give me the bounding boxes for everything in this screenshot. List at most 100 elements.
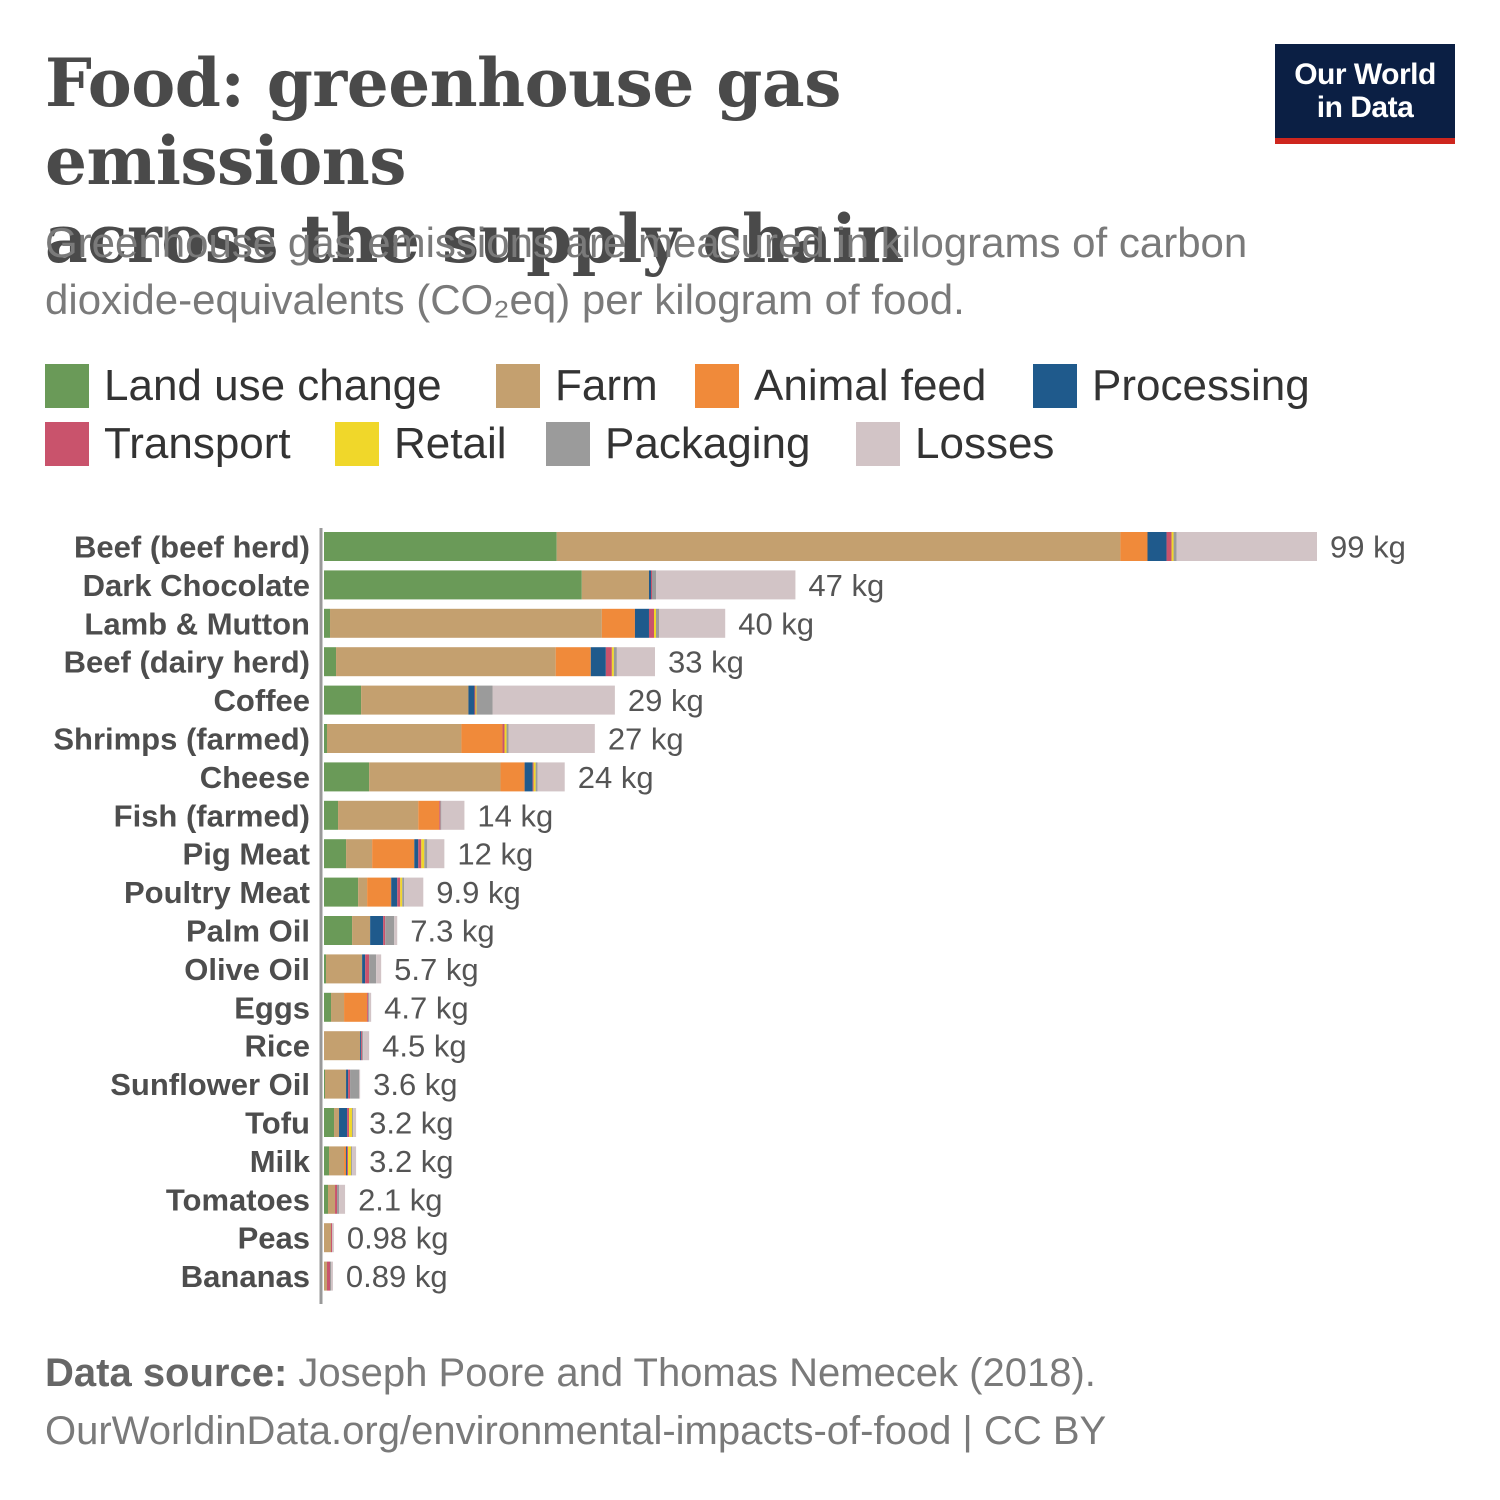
- bar-segment[interactable]: [556, 532, 1121, 561]
- bar-segment[interactable]: [372, 839, 415, 869]
- bar-segment[interactable]: [331, 992, 345, 1022]
- bar-segment[interactable]: [504, 724, 507, 753]
- bar-segment[interactable]: [427, 839, 445, 869]
- bar-segment[interactable]: [363, 1031, 370, 1061]
- bar-segment[interactable]: [475, 685, 477, 715]
- bar-segment[interactable]: [404, 877, 424, 907]
- bar-segment[interactable]: [324, 1069, 326, 1099]
- bar-segment[interactable]: [346, 1146, 348, 1176]
- bar-segment[interactable]: [368, 992, 370, 1022]
- bar-segment[interactable]: [370, 916, 384, 945]
- bar-segment[interactable]: [352, 916, 371, 945]
- bar-row[interactable]: Palm Oil 7.3 kg: [186, 914, 495, 949]
- bar-segment[interactable]: [358, 877, 368, 907]
- bar-row[interactable]: Milk 3.2 kg: [250, 1144, 454, 1179]
- bar-segment[interactable]: [367, 877, 392, 907]
- bar-segment[interactable]: [506, 724, 509, 753]
- bar-segment[interactable]: [324, 570, 582, 600]
- bar-segment[interactable]: [324, 1146, 330, 1176]
- bar-row[interactable]: Shrimps (farmed) 27 kg: [53, 722, 683, 757]
- bar-segment[interactable]: [367, 992, 369, 1022]
- bar-segment[interactable]: [365, 954, 370, 984]
- bar-segment[interactable]: [334, 1108, 340, 1137]
- bar-segment[interactable]: [327, 724, 462, 753]
- legend-item-packaging[interactable]: Packaging: [546, 419, 810, 468]
- legend-item-farm[interactable]: Farm: [496, 361, 658, 410]
- bar-segment[interactable]: [353, 1108, 357, 1137]
- source-url[interactable]: OurWorldinData.org/environmental-impacts…: [45, 1409, 1107, 1453]
- bar-segment[interactable]: [441, 800, 465, 830]
- bar-segment[interactable]: [391, 877, 398, 907]
- bar-segment[interactable]: [650, 570, 652, 600]
- legend-item-processing[interactable]: Processing: [1033, 361, 1310, 410]
- bar-segment[interactable]: [369, 954, 377, 984]
- bar-segment[interactable]: [330, 608, 602, 638]
- bar-segment[interactable]: [590, 647, 606, 677]
- bar-segment[interactable]: [350, 1069, 360, 1099]
- bar-segment[interactable]: [369, 992, 372, 1022]
- bar-segment[interactable]: [656, 570, 796, 600]
- bar-segment[interactable]: [461, 724, 503, 753]
- owid-logo[interactable]: Our World in Data: [1275, 44, 1455, 144]
- bar-segment[interactable]: [394, 916, 398, 945]
- bar-segment[interactable]: [508, 724, 595, 753]
- bar-segment[interactable]: [424, 839, 428, 869]
- bar-segment[interactable]: [369, 762, 501, 792]
- bar-segment[interactable]: [328, 1184, 336, 1214]
- bar-segment[interactable]: [339, 1184, 346, 1214]
- bar-segment[interactable]: [344, 992, 368, 1022]
- bar-segment[interactable]: [397, 877, 401, 907]
- bar-segment[interactable]: [325, 1069, 347, 1099]
- bar-segment[interactable]: [418, 839, 422, 869]
- bar-segment[interactable]: [474, 685, 476, 715]
- bar-segment[interactable]: [359, 1069, 361, 1099]
- bar-segment[interactable]: [651, 570, 657, 600]
- bar-segment[interactable]: [327, 1261, 331, 1291]
- bar-segment[interactable]: [329, 1146, 345, 1176]
- bar-row[interactable]: Dark Chocolate 47 kg: [83, 568, 885, 603]
- bar-row[interactable]: Olive Oil 5.7 kg: [184, 952, 478, 987]
- bar-segment[interactable]: [324, 762, 370, 792]
- bar-segment[interactable]: [376, 954, 382, 984]
- bar-row[interactable]: Sunflower Oil 3.6 kg: [110, 1067, 457, 1102]
- bar-segment[interactable]: [555, 647, 591, 677]
- bar-segment[interactable]: [344, 1146, 347, 1176]
- bar-segment[interactable]: [351, 1146, 353, 1176]
- bar-segment[interactable]: [1120, 532, 1148, 561]
- bar-segment[interactable]: [648, 570, 651, 600]
- bar-segment[interactable]: [605, 647, 612, 677]
- bar-segment[interactable]: [634, 608, 649, 638]
- bar-segment[interactable]: [439, 800, 441, 830]
- bar-segment[interactable]: [352, 1108, 354, 1137]
- bar-segment[interactable]: [656, 608, 660, 638]
- bar-segment[interactable]: [324, 1108, 335, 1137]
- bar-segment[interactable]: [352, 1146, 357, 1176]
- bar-row[interactable]: Tofu 3.2 kg: [245, 1106, 453, 1141]
- bar-row[interactable]: Rice 4.5 kg: [245, 1029, 467, 1064]
- bar-segment[interactable]: [324, 992, 332, 1022]
- bar-segment[interactable]: [362, 1031, 364, 1061]
- bar-segment[interactable]: [468, 685, 475, 715]
- bar-segment[interactable]: [421, 839, 425, 869]
- bar-segment[interactable]: [537, 762, 565, 792]
- bar-segment[interactable]: [535, 762, 538, 792]
- bar-segment[interactable]: [613, 647, 617, 677]
- bar-segment[interactable]: [524, 762, 533, 792]
- bar-segment[interactable]: [349, 1108, 353, 1137]
- bar-segment[interactable]: [347, 1108, 350, 1137]
- bar-segment[interactable]: [324, 800, 339, 830]
- bar-row[interactable]: Tomatoes 2.1 kg: [166, 1182, 443, 1217]
- bar-segment[interactable]: [339, 1108, 348, 1137]
- bar-row[interactable]: Beef (dairy herd) 33 kg: [64, 645, 744, 680]
- bar-segment[interactable]: [360, 1031, 362, 1061]
- bar-segment[interactable]: [1166, 532, 1172, 561]
- bar-row[interactable]: Cheese 24 kg: [200, 760, 654, 795]
- legend-item-animal-feed[interactable]: Animal feed: [695, 361, 986, 410]
- bar-segment[interactable]: [324, 608, 331, 638]
- bar-segment[interactable]: [336, 647, 556, 677]
- legend-item-land-use-change[interactable]: Land use change: [45, 361, 442, 410]
- bar-row[interactable]: Beef (beef herd) 99 kg: [74, 530, 1406, 565]
- bar-segment[interactable]: [335, 1184, 338, 1214]
- bar-segment[interactable]: [533, 762, 536, 792]
- bar-segment[interactable]: [440, 800, 442, 830]
